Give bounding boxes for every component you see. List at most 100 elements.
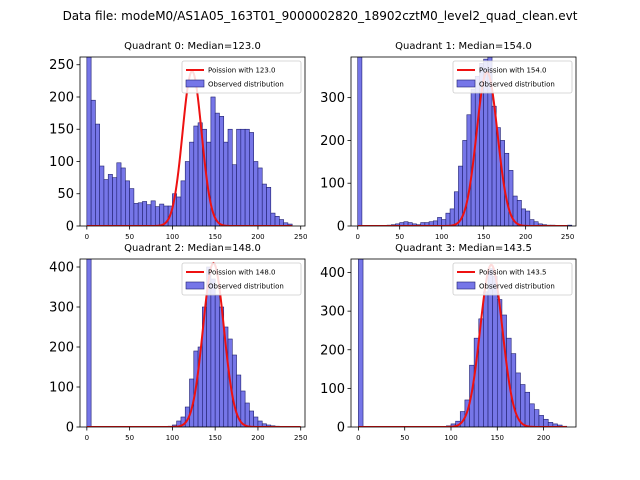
histogram-bar bbox=[231, 354, 237, 427]
y-tick-label: 100 bbox=[49, 155, 74, 170]
histogram-bar bbox=[154, 206, 160, 226]
histogram-bar bbox=[520, 384, 526, 427]
histogram-bar bbox=[274, 216, 280, 226]
legend-box bbox=[452, 262, 573, 296]
histogram-bar bbox=[244, 402, 250, 427]
axes-frame bbox=[350, 56, 577, 227]
x-tick-label: 200 bbox=[251, 233, 264, 241]
x-tick-label: 250 bbox=[294, 434, 307, 442]
legend: Poission with 154.0 Observed distribution bbox=[452, 60, 573, 94]
x-tick-label: 150 bbox=[477, 233, 490, 241]
histogram-bar bbox=[214, 294, 220, 427]
x-tick-label: 0 bbox=[356, 434, 360, 442]
histogram-bar bbox=[525, 210, 531, 226]
x-tick-label: 0 bbox=[355, 233, 359, 241]
histogram-bar bbox=[521, 208, 526, 226]
histogram-bar bbox=[358, 259, 364, 427]
histogram-bar bbox=[492, 276, 498, 427]
y-tick-label: 0 bbox=[337, 421, 345, 436]
x-tick-label: 50 bbox=[125, 434, 134, 442]
legend-label-observed: Observed distribution bbox=[208, 81, 284, 89]
x-tick-label: 50 bbox=[395, 233, 404, 241]
histogram-bar bbox=[227, 128, 233, 226]
histogram-bar bbox=[86, 57, 92, 226]
histogram-bar bbox=[244, 128, 250, 226]
axes-frame bbox=[79, 258, 306, 428]
histogram-bar bbox=[240, 128, 246, 226]
y-tick-label: 200 bbox=[49, 341, 74, 356]
subplot-title: Quadrant 1: Median=154.0 bbox=[395, 41, 532, 52]
legend-box bbox=[452, 60, 573, 94]
histogram-bar bbox=[129, 188, 135, 226]
y-tick-label: 200 bbox=[320, 134, 345, 149]
subplot-title: Quadrant 0: Median=123.0 bbox=[124, 41, 261, 52]
legend-label-poisson: Poission with 148.0 bbox=[208, 269, 276, 277]
axes-frame bbox=[350, 258, 577, 428]
histogram-bar bbox=[103, 179, 109, 226]
histogram-bar bbox=[159, 203, 165, 226]
histogram-bar bbox=[223, 141, 229, 226]
quadrant-2-chart: 0 50 100 150 200 250 0 100 200 300 400 Quadrant 2: … bbox=[49, 243, 307, 442]
histogram-bar bbox=[180, 180, 186, 226]
histogram-bar bbox=[107, 174, 113, 226]
y-tick-label: 300 bbox=[320, 305, 345, 320]
histogram-bar bbox=[137, 202, 143, 226]
histogram-bar bbox=[133, 203, 139, 226]
y-tick-label: 200 bbox=[320, 343, 345, 358]
y-tick-label: 0 bbox=[337, 220, 345, 235]
legend-bar-swatch bbox=[185, 79, 205, 88]
y-tick-label: 150 bbox=[49, 123, 74, 138]
histogram-bar bbox=[249, 410, 254, 427]
axes-frame bbox=[79, 56, 306, 227]
y-tick-label: 200 bbox=[49, 90, 74, 105]
histogram-bar bbox=[437, 217, 442, 226]
histogram-bar bbox=[253, 416, 259, 427]
legend: Poission with 123.0 Observed distribution bbox=[181, 60, 302, 94]
legend-label-observed: Observed distribution bbox=[479, 81, 555, 89]
x-tick-label: 0 bbox=[85, 233, 89, 241]
legend-bar-swatch bbox=[456, 79, 476, 88]
legend-bar-swatch bbox=[456, 281, 476, 290]
x-tick-label: 0 bbox=[85, 434, 89, 442]
histogram-bar bbox=[214, 112, 220, 226]
histogram-bar bbox=[219, 116, 225, 226]
histogram-bar bbox=[257, 167, 263, 226]
y-tick-label: 0 bbox=[66, 220, 74, 235]
histogram-bar bbox=[524, 391, 531, 427]
histogram-bar bbox=[249, 132, 254, 226]
y-tick-label: 250 bbox=[49, 58, 74, 73]
x-tick-label: 100 bbox=[166, 233, 179, 241]
histogram-bar bbox=[112, 177, 118, 226]
subplot-title: Quadrant 2: Median=148.0 bbox=[124, 243, 261, 254]
histogram-bar bbox=[125, 180, 130, 226]
histogram-bar bbox=[516, 200, 522, 226]
y-tick-label: 100 bbox=[320, 382, 345, 397]
histogram-bar bbox=[236, 128, 242, 226]
y-tick-label: 100 bbox=[320, 177, 345, 192]
legend-label-poisson: Poission with 143.5 bbox=[479, 269, 547, 277]
histogram-bar bbox=[474, 75, 480, 226]
histogram-bar bbox=[538, 415, 544, 427]
y-tick-label: 300 bbox=[49, 301, 74, 316]
histogram-bar bbox=[193, 125, 199, 226]
histogram-bar bbox=[142, 201, 148, 226]
y-tick-label: 0 bbox=[66, 421, 74, 436]
histogram-bar bbox=[543, 418, 549, 427]
plot-area bbox=[86, 259, 301, 427]
histogram-bar bbox=[86, 259, 92, 427]
x-tick-label: 50 bbox=[400, 434, 409, 442]
y-tick-label: 400 bbox=[320, 266, 345, 281]
legend-box bbox=[181, 262, 302, 296]
x-tick-label: 200 bbox=[537, 434, 550, 442]
x-tick-label: 150 bbox=[208, 434, 221, 442]
y-tick-label: 100 bbox=[49, 381, 74, 396]
histogram-bar bbox=[357, 57, 363, 226]
histogram-bar bbox=[445, 212, 451, 226]
x-tick-label: 150 bbox=[208, 233, 221, 241]
figure-title: Data file: modeM0/AS1A05_163T01_90000028… bbox=[63, 9, 578, 23]
histogram-bar bbox=[261, 183, 267, 226]
legend-label-observed: Observed distribution bbox=[208, 283, 284, 291]
histogram-bar bbox=[184, 161, 190, 226]
histogram-bar bbox=[253, 161, 259, 226]
